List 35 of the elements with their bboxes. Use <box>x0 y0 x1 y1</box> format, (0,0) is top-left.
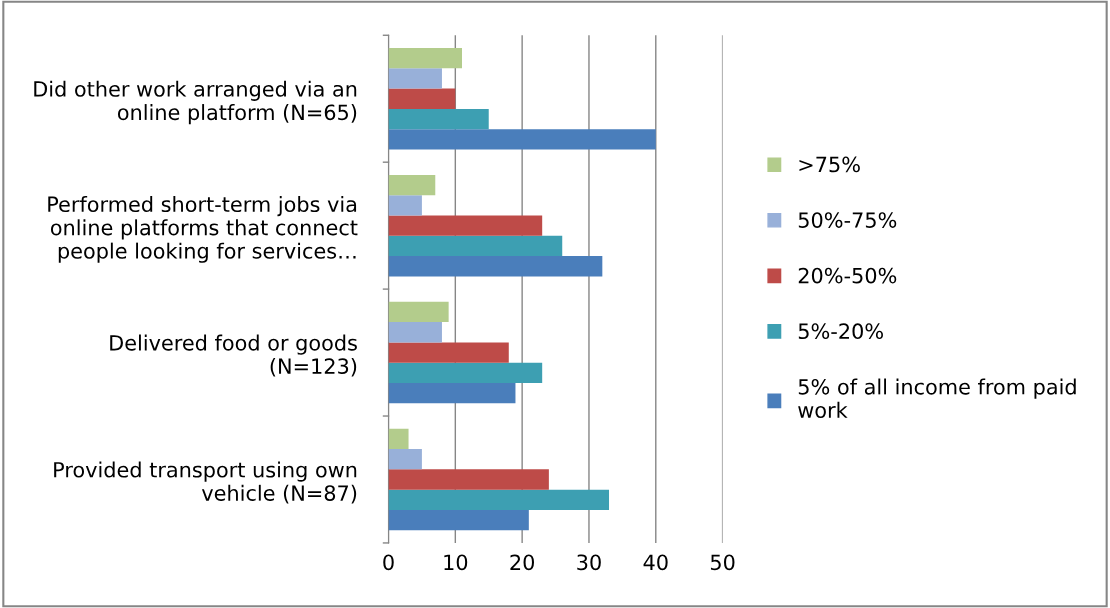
legend-label: 5% of all income from paid work <box>798 378 1076 418</box>
y-tick-label: Provided transport using own vehicle (N=87) <box>54 461 357 504</box>
bar <box>388 509 529 531</box>
legend-label: 5%-20% <box>798 323 883 340</box>
y-tick-label: Delivered food or goods (N=123) <box>110 334 357 377</box>
bar <box>388 256 603 277</box>
bar <box>388 88 456 109</box>
legend-label: >75% <box>799 156 860 173</box>
y-tick-label: Performed short-term jobs via online platforms that connect people looking for services… <box>48 195 358 263</box>
y-tick-label: Did other work arranged via an online platform (N=65) <box>34 80 357 125</box>
bar <box>388 68 442 89</box>
bar <box>388 195 422 216</box>
x-tick-label: 30 <box>577 554 601 571</box>
bar <box>388 362 543 384</box>
bar <box>388 383 516 404</box>
bar <box>388 322 442 343</box>
bar <box>388 47 462 69</box>
bar <box>388 235 563 257</box>
bar <box>388 469 549 490</box>
legend-label: 50%-75% <box>798 212 897 228</box>
bar <box>388 342 509 363</box>
bar <box>388 174 436 196</box>
bar <box>388 108 489 130</box>
x-tick-label: 50 <box>710 554 735 571</box>
bar <box>388 449 422 470</box>
x-tick-label: 10 <box>444 554 468 571</box>
bar <box>388 301 449 323</box>
bar <box>388 489 610 510</box>
x-tick-label: 20 <box>510 554 535 571</box>
bar <box>388 428 409 450</box>
legend-label: 20%-50% <box>798 267 897 284</box>
x-tick-label: 0 <box>383 554 394 571</box>
x-tick-label: 40 <box>643 554 668 571</box>
bar <box>388 215 543 236</box>
bar <box>388 129 656 150</box>
